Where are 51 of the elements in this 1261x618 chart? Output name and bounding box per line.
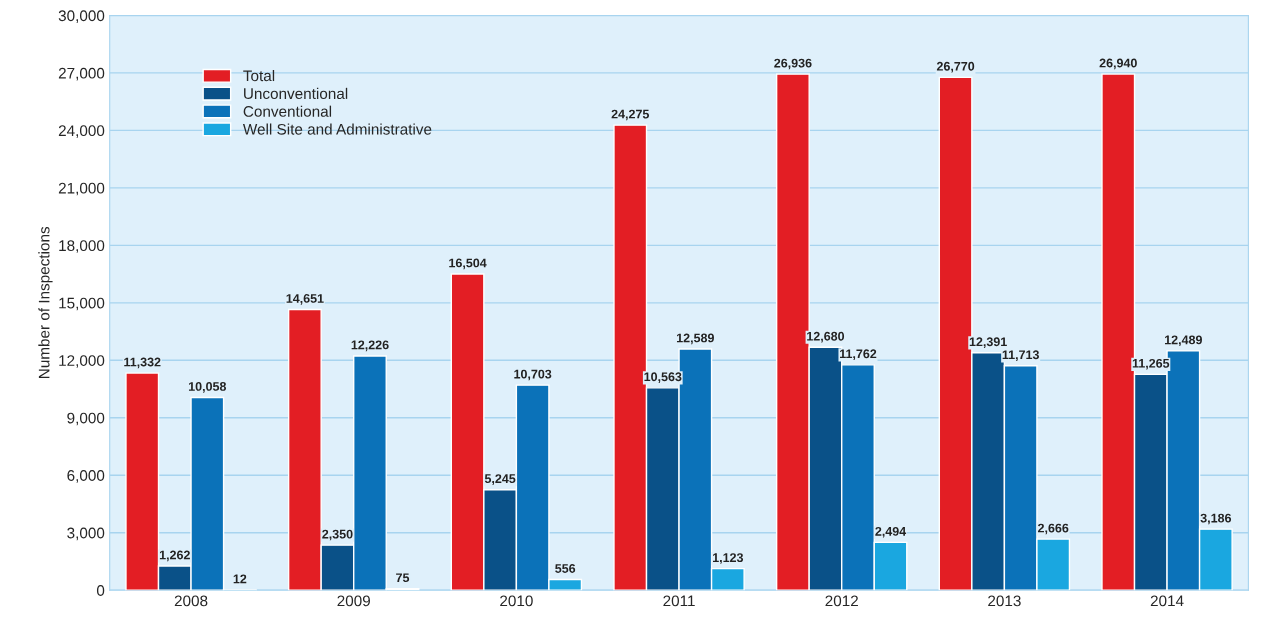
x-tick-label: 2008 xyxy=(174,595,208,607)
y-tick-label: 21,000 xyxy=(58,182,105,196)
y-tick-label: 6,000 xyxy=(67,470,105,483)
legend-label: Total xyxy=(243,69,275,82)
y-tick-label: 9,000 xyxy=(67,412,105,426)
data-label: 26,940 xyxy=(1099,58,1137,70)
y-tick-label: 0 xyxy=(96,585,105,596)
data-label: 14,651 xyxy=(286,294,324,305)
data-label: 2,666 xyxy=(1037,523,1069,535)
data-label: 12 xyxy=(233,574,247,584)
data-label: 10,058 xyxy=(188,382,227,393)
data-label: 12,589 xyxy=(676,333,714,345)
data-label: 5,245 xyxy=(484,474,516,485)
y-tick-label: 30,000 xyxy=(58,10,105,23)
data-label: 10,703 xyxy=(514,369,552,381)
data-label: 12,391 xyxy=(969,337,1007,348)
data-label: 11,332 xyxy=(124,357,161,369)
data-label: 12,680 xyxy=(807,331,845,343)
data-label: 75 xyxy=(396,573,410,583)
data-label: 26,936 xyxy=(774,58,812,70)
x-tick-label: 2009 xyxy=(337,595,370,607)
data-label: 10,563 xyxy=(644,372,682,383)
x-tick-label: 2014 xyxy=(1150,595,1184,607)
y-tick-label: 18,000 xyxy=(59,240,105,253)
data-label: 1,123 xyxy=(713,553,744,564)
y-tick-label: 12,000 xyxy=(59,355,105,368)
x-tick-label: 2011 xyxy=(663,595,695,607)
data-label: 3,186 xyxy=(1200,513,1232,525)
data-label: 11,265 xyxy=(1132,358,1170,370)
x-tick-label: 2013 xyxy=(988,595,1021,607)
data-label: 1,262 xyxy=(159,550,190,562)
data-label: 11,713 xyxy=(1002,350,1039,361)
data-label: 12,489 xyxy=(1165,335,1202,347)
data-label: 16,504 xyxy=(449,258,487,270)
legend-label: Conventional xyxy=(243,105,332,117)
data-label: 2,350 xyxy=(322,529,353,541)
x-tick-label: 2012 xyxy=(825,595,858,607)
y-tick-label: 3,000 xyxy=(67,527,105,541)
data-label: 24,275 xyxy=(611,109,650,121)
legend-label: Unconventional xyxy=(244,87,348,100)
y-tick-label: 15,000 xyxy=(59,297,105,311)
data-label: 26,770 xyxy=(936,61,975,73)
data-label: 556 xyxy=(555,564,576,573)
y-tick-label: 27,000 xyxy=(58,67,105,81)
legend-label: Well Site and Administrative xyxy=(242,123,432,135)
data-label: 12,226 xyxy=(351,340,389,352)
y-tick-label: 24,000 xyxy=(58,125,105,138)
y-axis-title: Number of Inspections xyxy=(38,226,53,378)
data-label: 2,494 xyxy=(875,526,907,538)
data-label: 11,762 xyxy=(840,349,877,361)
x-tick-label: 2010 xyxy=(500,595,533,607)
